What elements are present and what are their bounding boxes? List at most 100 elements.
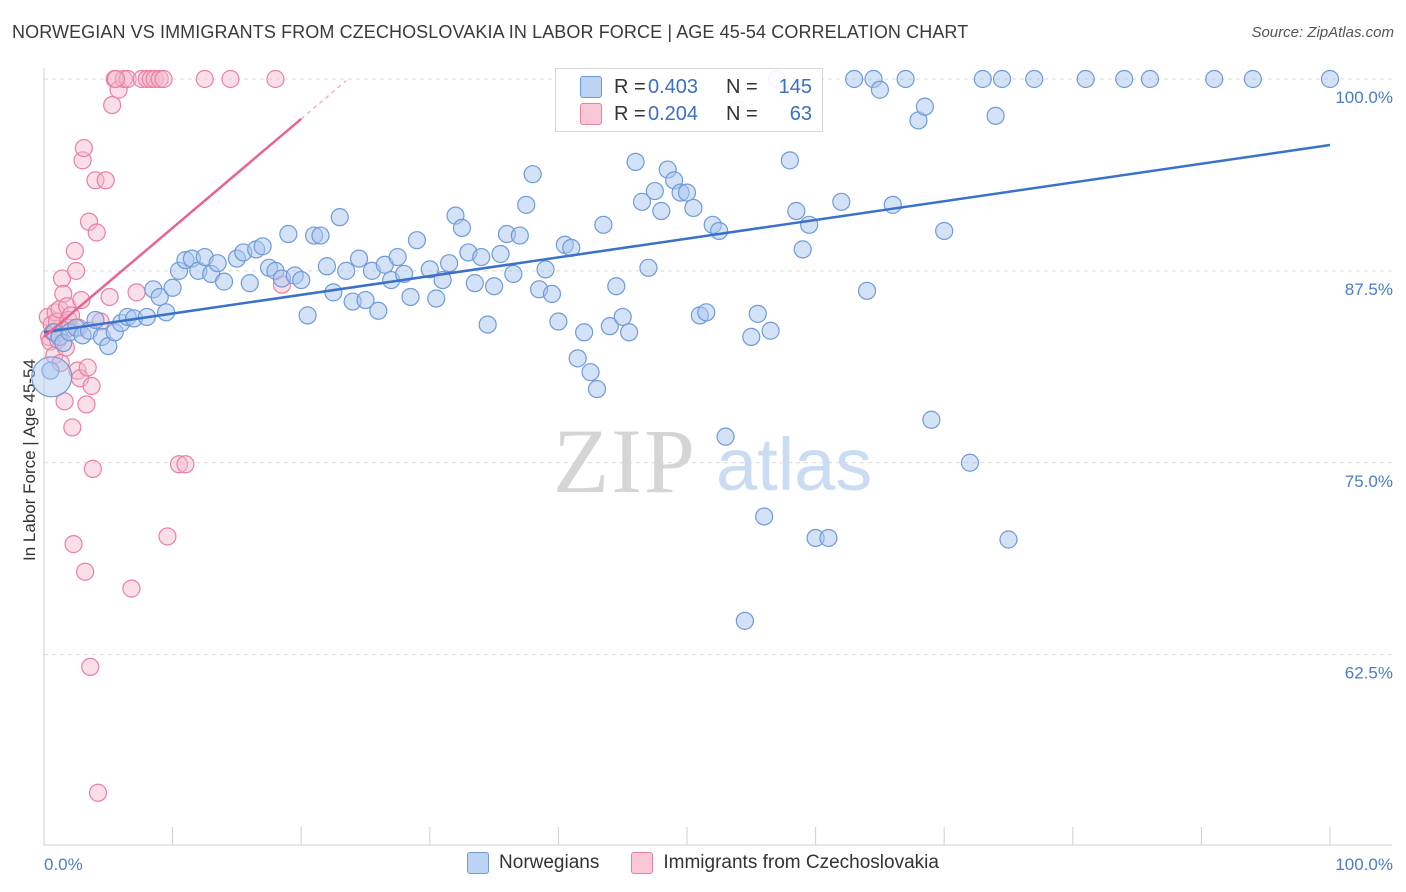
norwegian-point — [922, 410, 941, 429]
y-tick-label: 62.5% — [1345, 664, 1393, 683]
czechoslovakia-point — [88, 783, 108, 802]
norwegian-point — [684, 198, 703, 218]
norwegian-point — [420, 260, 439, 279]
norwegian-point — [632, 192, 652, 211]
norwegian-point — [735, 611, 754, 630]
norwegian-point — [915, 97, 935, 116]
norwegian-point — [388, 247, 407, 267]
norwegian-point — [292, 270, 311, 290]
norwegian-point — [896, 69, 915, 89]
czechoslovakia-point — [72, 290, 91, 310]
norwegian-point — [369, 301, 388, 320]
czechoslovakia-point — [82, 376, 101, 396]
legend-r-value: 0.204 — [648, 102, 699, 125]
czechoslovakia-point — [74, 138, 93, 158]
norwegian-point — [279, 224, 298, 244]
norwegian-point — [832, 192, 851, 211]
norwegian-point — [677, 183, 697, 202]
series-norwegians-points — [31, 69, 1340, 630]
source-label: Source: ZipAtlas.com — [1251, 24, 1394, 41]
czechoslovakia-point — [96, 171, 115, 190]
legend-label-czechoslovakia: Immigrants from Czechoslovakia — [663, 852, 939, 873]
legend-r-label: R = — [614, 102, 646, 125]
norwegian-point — [857, 281, 877, 300]
legend-r-value: 0.403 — [648, 75, 699, 98]
norwegian-point — [742, 327, 761, 346]
norwegian-point — [697, 303, 716, 322]
norwegian-point — [748, 304, 767, 323]
norwegian-point — [575, 323, 594, 342]
watermark: ZIP atlas — [553, 410, 872, 512]
norwegian-point — [620, 323, 639, 342]
czechoslovakia-point — [169, 455, 189, 474]
norwegian-point — [960, 453, 980, 472]
czechoslovakia-point — [63, 418, 82, 437]
czechoslovakia-point — [77, 395, 96, 414]
czechoslovakia-point — [150, 69, 169, 89]
czechoslovakia-trend-extension — [300, 79, 347, 120]
czechoslovakia-point — [64, 535, 83, 554]
x-tick-label: 0.0% — [44, 855, 83, 874]
norwegian-point — [973, 69, 992, 89]
norwegian-point — [549, 312, 568, 331]
norwegian-point — [935, 221, 954, 241]
y-tick-label: 75.0% — [1345, 472, 1393, 491]
x-tick-label: 100.0% — [1335, 855, 1393, 874]
watermark-zip: ZIP — [553, 410, 697, 512]
norwegian-point — [1076, 69, 1095, 89]
czechoslovakia-point — [76, 562, 95, 581]
tick-labels: 62.5% 75.0% 87.5% 100.0% 0.0% 100.0% — [44, 88, 1393, 874]
chart-title: NORWEGIAN VS IMMIGRANTS FROM CZECHOSLOVA… — [12, 22, 969, 42]
norwegian-point — [337, 261, 356, 280]
norwegian-point — [523, 165, 542, 184]
norwegian-point — [652, 201, 671, 221]
norwegian-point — [401, 287, 420, 307]
norwegian-point — [819, 528, 838, 548]
norwegian-point — [517, 195, 536, 214]
czechoslovakia-point — [83, 459, 102, 478]
norwegian-point — [793, 240, 812, 259]
norwegian-point — [240, 274, 259, 293]
norwegian-point — [710, 221, 729, 241]
norwegian-point — [439, 254, 459, 273]
norwegian-point — [491, 244, 510, 264]
watermark-atlas: atlas — [716, 423, 872, 506]
norwegian-point — [349, 249, 369, 268]
norwegian-point — [472, 247, 491, 267]
norwegian-point — [645, 181, 664, 201]
norwegian-point-large — [31, 356, 73, 398]
norwegian-point — [504, 264, 523, 284]
norwegian-point — [542, 284, 562, 303]
norwegian-point — [607, 277, 626, 296]
norwegian-point — [999, 530, 1018, 549]
czechoslovakia-point — [122, 579, 141, 598]
norwegian-point — [780, 151, 799, 170]
norwegian-point — [324, 283, 343, 302]
czechoslovakia-point — [65, 241, 84, 261]
legend-row-czechoslovakia: R = 0.204 N = 63 — [580, 102, 812, 126]
legend-row-norwegians: R = 0.403 N = 145 — [580, 75, 812, 99]
czechoslovakia-point — [87, 223, 106, 242]
legend-n-value: 63 — [789, 102, 812, 125]
czechoslovakia-point — [106, 69, 126, 89]
norwegian-point — [452, 218, 472, 237]
czechoslovakia-point — [52, 269, 72, 288]
norwegian-point — [716, 427, 735, 446]
norwegian-point — [581, 363, 600, 382]
norwegian-point — [465, 274, 484, 293]
norwegian-point — [298, 306, 317, 325]
legend-label-norwegians: Norwegians — [499, 852, 600, 873]
norwegian-point — [157, 303, 176, 322]
norwegian-point — [150, 287, 169, 307]
czechoslovakia-point — [176, 455, 195, 474]
norwegian-point — [536, 260, 555, 279]
legend-n-label: N = — [726, 75, 758, 98]
czechoslovakia-point — [81, 657, 100, 677]
czechoslovakia-point — [103, 95, 122, 115]
norwegian-point — [787, 201, 806, 221]
norwegians-trend-line — [43, 143, 1331, 334]
norwegian-point — [510, 226, 529, 245]
legend-r-label: R = — [614, 75, 646, 98]
norwegian-point — [41, 361, 60, 380]
